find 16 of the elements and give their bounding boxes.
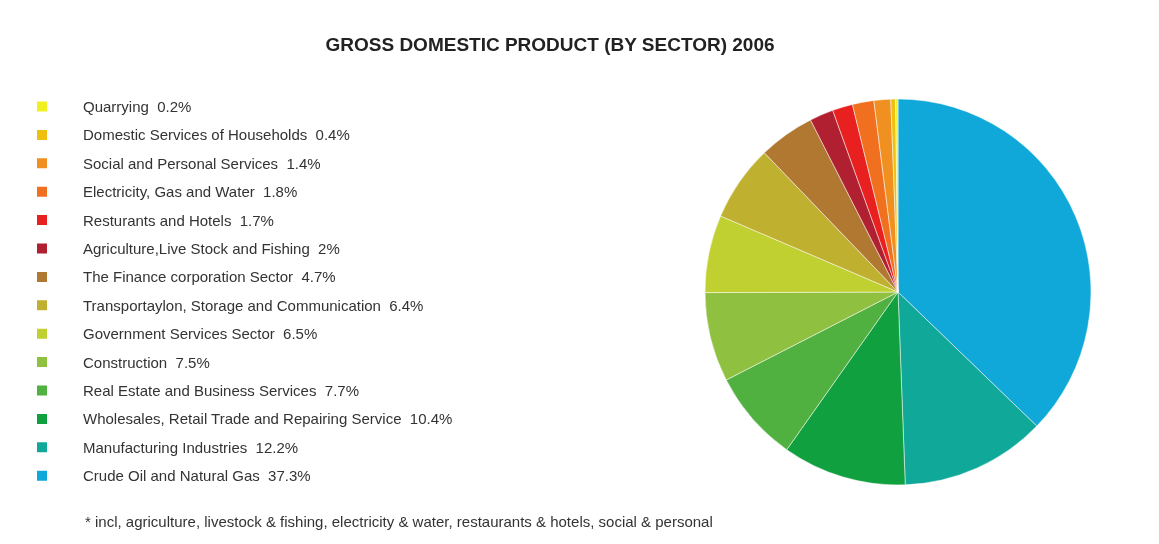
legend-label: Agriculture,Live Stock and Fishing 2%	[83, 240, 340, 257]
legend-label: Social and Personal Services 1.4%	[83, 154, 321, 172]
text: * incl, agriculture, livestock & fishing, electricity & water, restaurants & hotels, social & personal	[85, 513, 713, 530]
legend-label: Crude Oil and Natural Gas 37.3%	[83, 467, 311, 485]
legend-label: Government Services Sector 6.5%	[83, 325, 318, 343]
legend-label: Quarrying 0.2%	[83, 98, 192, 115]
legend-label: Electricity, Gas and Water 1.8%	[83, 183, 298, 201]
legend-label: The Finance corporation Sector 4.7%	[83, 268, 336, 286]
legend-label: Domestic Services of Households 0.4%	[83, 126, 350, 144]
legend-label: Wholesales, Retail Trade and Repairing Service 10.4%	[83, 410, 453, 428]
legend-label: Real Estate and Business Services 7.7%	[83, 382, 359, 399]
legend-label: Resturants and Hotels 1.7%	[83, 211, 274, 229]
chart-title: GROSS DOMESTIC PRODUCT (BY SECTOR) 2006	[325, 34, 775, 55]
legend-label: Construction 7.5%	[83, 353, 210, 371]
legend-label: Manufacturing Industries 12.2%	[83, 438, 299, 456]
legend-label: Transportaylon, Storage and Communication 6.4%	[83, 296, 424, 314]
